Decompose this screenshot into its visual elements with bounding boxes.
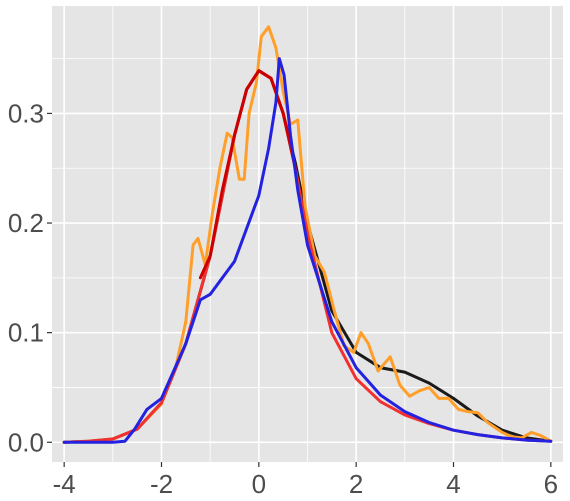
series-line-2 <box>62 25 553 444</box>
series-line-4 <box>198 69 297 280</box>
x-tick-label: 0 <box>252 469 266 499</box>
y-tick-label: 0.0 <box>8 427 44 457</box>
x-tick-label: -4 <box>53 469 76 499</box>
x-axis: -4 -2 0 2 4 6 <box>53 462 558 499</box>
x-tick-label: 2 <box>349 469 363 499</box>
y-tick-label: 0.2 <box>8 208 44 238</box>
series-layer <box>62 25 553 444</box>
x-tick-label: -2 <box>150 469 173 499</box>
major-grid <box>52 6 563 462</box>
series-line-5 <box>62 57 553 444</box>
x-tick-label: 6 <box>544 469 558 499</box>
y-tick-label: 0.1 <box>8 318 44 348</box>
y-tick-label: 0.3 <box>8 98 44 128</box>
y-axis: 0.0 0.1 0.2 0.3 <box>8 98 52 457</box>
x-tick-label: 4 <box>446 469 460 499</box>
